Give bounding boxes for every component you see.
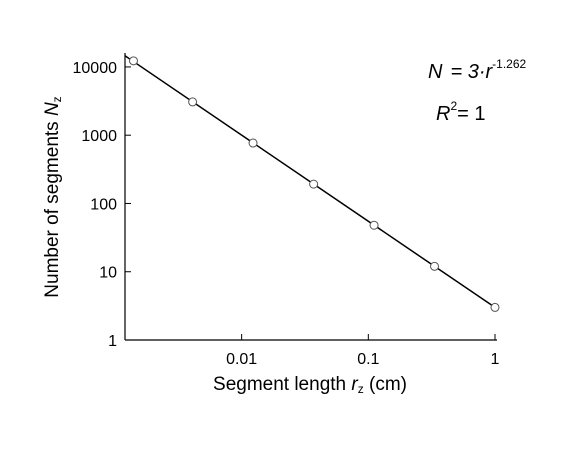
eq-coefficient: 3 bbox=[468, 61, 479, 83]
x-axis-label: Segment length rz (cm) bbox=[213, 374, 407, 396]
point bbox=[128, 56, 138, 66]
r-squared: R2= 1 bbox=[436, 99, 486, 125]
y-label-var: N bbox=[42, 102, 63, 116]
y-label-text: Number of segments bbox=[42, 116, 63, 298]
r-sup: 2 bbox=[450, 99, 457, 113]
point bbox=[369, 220, 379, 230]
point bbox=[309, 179, 319, 189]
eq-lhs: N bbox=[428, 61, 443, 83]
x-label-sub: z bbox=[358, 382, 364, 396]
y-tick-label: 1000 bbox=[81, 128, 117, 145]
r-label: R bbox=[436, 103, 450, 125]
x-label-unit: (cm) bbox=[364, 374, 407, 395]
x-label-text: Segment length bbox=[213, 374, 351, 395]
y-axis-label: Number of segments Nz bbox=[42, 96, 64, 297]
point bbox=[490, 302, 500, 312]
y-tick-label: 1 bbox=[108, 333, 117, 350]
point bbox=[188, 97, 198, 107]
eq-sign: = bbox=[450, 61, 467, 83]
equation: N = 3·r-1.262 bbox=[428, 57, 527, 83]
y-tick-label: 100 bbox=[90, 196, 117, 213]
x-tick-label: 0.1 bbox=[357, 351, 379, 368]
y-label-sub: z bbox=[50, 96, 64, 102]
point bbox=[248, 138, 258, 148]
eq-var: ·r bbox=[479, 61, 494, 83]
x-tick-label: 1 bbox=[491, 351, 500, 368]
x-tick-label: 0.01 bbox=[226, 351, 257, 368]
y-tick-label: 10000 bbox=[73, 60, 118, 77]
r-value: 1 bbox=[474, 103, 485, 125]
r-eq: = bbox=[457, 103, 474, 125]
point bbox=[430, 261, 440, 271]
y-tick-label: 10 bbox=[99, 265, 117, 282]
x-label-var: r bbox=[351, 374, 358, 395]
eq-exponent: -1.262 bbox=[492, 57, 526, 71]
